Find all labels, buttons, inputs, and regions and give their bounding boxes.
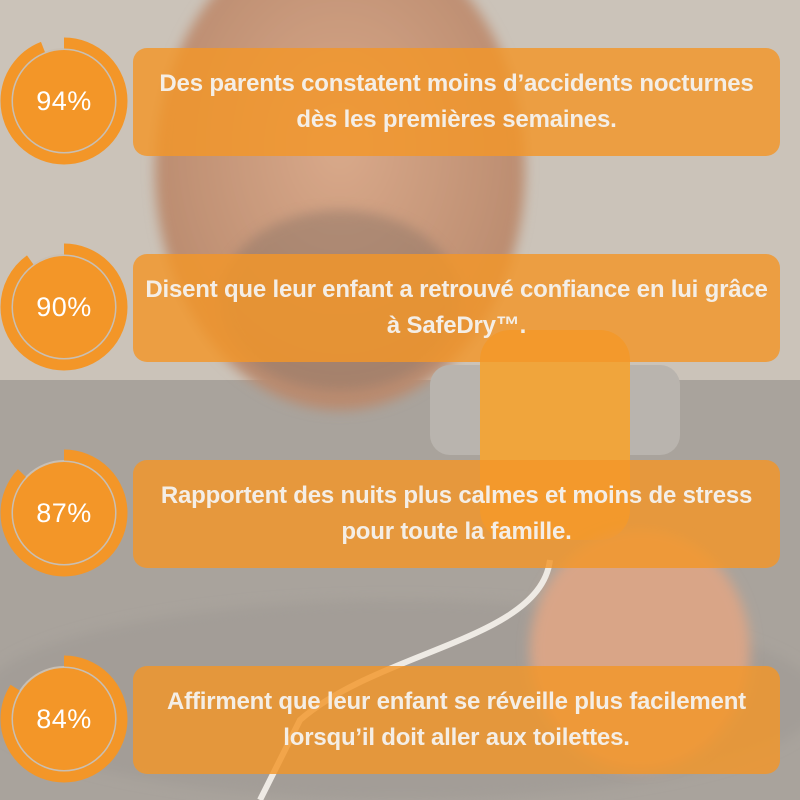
stat-text-box: Des parents constatent moins d’accidents…	[133, 48, 780, 156]
ring-inner-disc	[11, 666, 117, 772]
ring-progress-arc	[0, 449, 128, 577]
stat-item: 84% Affirment que leur enfant se réveill…	[0, 654, 800, 784]
ring-progress-arc	[0, 37, 128, 165]
progress-ring	[0, 37, 128, 165]
percent-label: 90%	[36, 291, 92, 322]
ring-inner-disc	[11, 48, 117, 154]
progress-ring	[0, 243, 128, 371]
stat-item: 87% Rapportent des nuits plus calmes et …	[0, 448, 800, 578]
percent-label: 84%	[36, 703, 92, 734]
stat-text: Des parents constatent moins d’accidents…	[159, 70, 754, 133]
stat-text: Rapportent des nuits plus calmes et moin…	[160, 482, 753, 545]
stat-item: 90% Disent que leur enfant a retrouvé co…	[0, 242, 800, 372]
ring-progress-arc	[0, 655, 128, 783]
stat-text-box: Rapportent des nuits plus calmes et moin…	[133, 460, 780, 568]
ring-inner-disc	[11, 460, 117, 566]
progress-ring	[0, 449, 128, 577]
stat-item: 94% Des parents constatent moins d’accid…	[0, 36, 800, 166]
stat-text: Affirment que leur enfant se réveille pl…	[167, 688, 746, 751]
ring-progress-arc	[0, 243, 128, 371]
stat-text-box: Affirment que leur enfant se réveille pl…	[133, 666, 780, 774]
ring-inner-disc	[11, 254, 117, 360]
percent-label: 94%	[36, 85, 92, 116]
percent-label: 87%	[36, 497, 92, 528]
stat-text-box: Disent que leur enfant a retrouvé confia…	[133, 254, 780, 362]
progress-ring	[0, 655, 128, 783]
stat-text: Disent que leur enfant a retrouvé confia…	[145, 276, 768, 339]
